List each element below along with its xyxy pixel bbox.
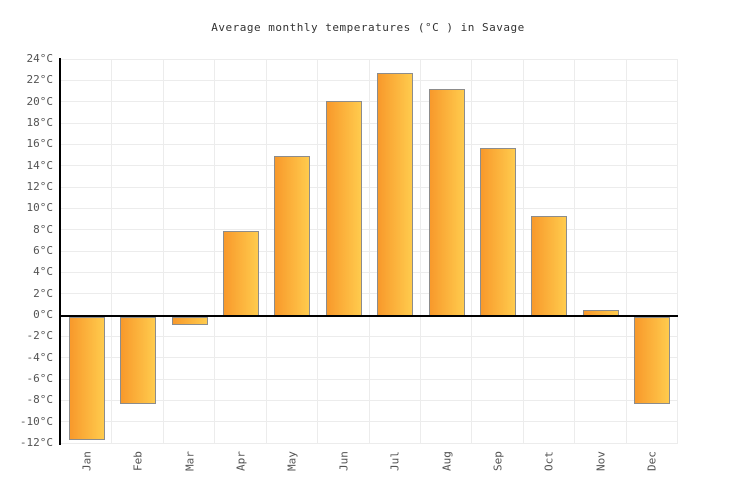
y-tick-label: 12°C	[26, 180, 54, 193]
y-tick-label: -2°C	[26, 329, 54, 343]
x-tick-label-nov: Nov	[594, 451, 608, 471]
x-tick-label-apr: Apr	[234, 451, 248, 471]
bar-sep	[480, 147, 517, 317]
h-gridline	[61, 442, 678, 444]
y-tick-label: 24°C	[26, 52, 54, 65]
y-tick-label: -12°C	[19, 436, 53, 449]
h-gridline	[61, 143, 678, 145]
y-tick-label: 16°C	[26, 137, 54, 151]
y-tick-label: -10°C	[19, 414, 53, 428]
y-tick-label: 10°C	[26, 201, 54, 215]
h-gridline	[61, 421, 678, 423]
h-gridline	[61, 122, 678, 124]
y-tick-label: 8°C	[33, 222, 53, 236]
h-gridline	[61, 378, 678, 380]
bar-jun	[325, 100, 362, 317]
y-axis-line	[59, 58, 61, 445]
h-gridline	[61, 250, 678, 252]
h-gridline	[61, 165, 678, 167]
h-gridline	[61, 58, 678, 60]
y-tick-label: -8°C	[26, 393, 54, 407]
bar-jul	[377, 72, 414, 317]
bar-apr	[222, 230, 259, 317]
bar-oct	[531, 215, 568, 317]
x-tick-label-jun: Jun	[337, 451, 351, 471]
h-gridline	[61, 101, 678, 103]
bar-jan	[68, 317, 105, 440]
x-tick-label-feb: Feb	[131, 451, 145, 471]
x-tick-label-oct: Oct	[542, 451, 556, 471]
h-gridline	[61, 207, 678, 209]
h-gridline	[61, 399, 678, 401]
x-tick-label-jan: Jan	[80, 451, 94, 471]
bar-dec	[634, 317, 671, 404]
h-gridline	[61, 186, 678, 188]
y-tick-label: 2°C	[33, 286, 53, 300]
bar-feb	[120, 317, 157, 404]
chart-title: Average monthly temperatures (°C ) in Sa…	[211, 21, 525, 34]
h-gridline	[61, 335, 678, 337]
y-tick-label: 4°C	[33, 265, 53, 279]
h-gridline	[61, 229, 678, 231]
y-tick-label: -4°C	[26, 350, 54, 364]
bar-mar	[171, 317, 208, 325]
x-tick-label-sep: Sep	[491, 451, 505, 471]
h-gridline	[61, 79, 678, 81]
x-tick-label-may: May	[285, 451, 299, 471]
h-gridline	[61, 271, 678, 273]
y-tick-label: 20°C	[26, 94, 54, 108]
x-zero-axis-line	[61, 315, 678, 317]
x-tick-label-jul: Jul	[388, 451, 402, 471]
bar-may	[274, 156, 311, 317]
x-tick-label-aug: Aug	[440, 451, 454, 471]
y-tick-label: 14°C	[26, 158, 54, 172]
x-tick-label-dec: Dec	[645, 451, 659, 471]
x-tick-label-mar: Mar	[183, 451, 197, 471]
y-tick-label: 6°C	[33, 244, 53, 257]
y-tick-label: 0°C	[33, 308, 53, 321]
h-gridline	[61, 357, 678, 359]
bar-aug	[428, 88, 465, 317]
h-gridline	[61, 293, 678, 295]
y-tick-label: 22°C	[26, 73, 54, 87]
y-tick-label: -6°C	[26, 372, 54, 385]
y-tick-label: 18°C	[26, 116, 54, 129]
